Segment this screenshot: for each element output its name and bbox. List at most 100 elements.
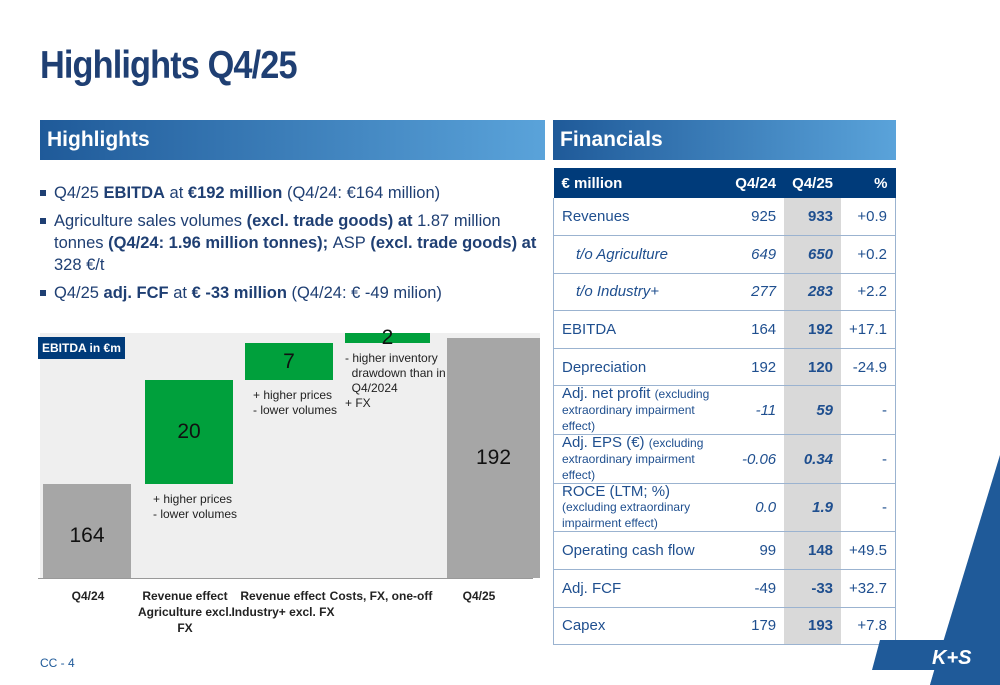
cell-q424: 649 (727, 235, 785, 274)
column-header: € million (553, 168, 728, 198)
financials-table: € million Q4/24 Q4/25% Revenues 925 933 +0.9 t… (553, 168, 897, 646)
bullet-text: EBITDA (103, 184, 165, 202)
highlight-bullet: Q4/25 adj. FCF at € -33 million (Q4/24: … (40, 282, 550, 304)
cell-pct: +49.5 (841, 531, 897, 571)
row-label-text: ROCE (LTM; %) (562, 483, 671, 501)
table-row: Adj. FCF -49 -33 +32.7 (553, 569, 897, 608)
table-row: Depreciation 192 120 -24.9 (553, 348, 897, 387)
column-header: Q4/25 (784, 168, 842, 198)
cell-q424: 277 (727, 273, 785, 312)
cell-pct: - (841, 483, 897, 533)
x-tick-label: Q4/24 (71, 589, 105, 603)
cell-pct: +32.7 (841, 569, 897, 608)
x-tick-label: Revenue effect Agriculture excl. FX (137, 589, 233, 635)
table-row: t/o Agriculture 649 650 +0.2 (553, 235, 897, 274)
cell-pct: +0.9 (841, 198, 897, 237)
bar-total: 192 (447, 338, 540, 578)
cell-q424: 179 (727, 607, 785, 646)
row-note: (excluding extraordinary impairment effe… (562, 436, 704, 483)
cell-q425: 650 (784, 235, 842, 274)
cell-q424: 192 (727, 348, 785, 387)
table-row: Adj. EPS (€) (excluding extraordinary im… (553, 434, 897, 485)
highlight-bullet: Q4/25 EBITDA at €192 million (Q4/24: €16… (40, 182, 550, 204)
highlights-list: Q4/25 EBITDA at €192 million (Q4/24: €16… (40, 182, 550, 310)
bar-delta: 2 (345, 326, 430, 350)
row-label-text: Adj. FCF (562, 579, 622, 597)
bar-delta: 20 (145, 379, 233, 485)
row-label-text: t/o Agriculture (576, 245, 668, 263)
row-label: Revenues (553, 198, 728, 237)
bullet-text: 1.87 million tonnes (54, 212, 501, 252)
cell-q424: -0.06 (727, 434, 785, 485)
cell-q425: 283 (784, 273, 842, 312)
data-label: 7 (283, 349, 295, 373)
bar-delta: 7 (245, 343, 333, 380)
bar-annotation: + higher prices - lower volumes (253, 387, 338, 417)
page-number: CC - 4 (40, 656, 75, 670)
table-row: Operating cash flow 99 148 +49.5 (553, 531, 897, 571)
table-row: t/o Industry+ 277 283 +2.2 (553, 273, 897, 312)
x-tick-label: Costs, FX, one-off (329, 589, 433, 603)
table-row: Revenues 925 933 +0.9 (553, 198, 897, 237)
row-label-text: EBITDA (562, 321, 617, 339)
bullet-text: (excl. trade goods) at (365, 234, 537, 252)
cell-q424: 99 (727, 531, 785, 571)
row-label-text: t/o Industry+ (576, 283, 659, 301)
bullet-text: at (164, 184, 188, 202)
row-note: (excluding extraordinary impairment effe… (562, 387, 710, 434)
cell-q425: 148 (784, 531, 842, 571)
data-label: 2 (381, 326, 394, 350)
x-tick-label: Q4/25 (462, 589, 496, 603)
bullet-text: 328 €/t (54, 256, 105, 274)
row-label: Adj. net profit (excluding extraordinary… (553, 385, 728, 436)
row-label-text: Revenues (562, 208, 630, 226)
bullet-text: € -33 million (191, 284, 287, 302)
bullet-text: (Q4/24: € -49 milion) (286, 284, 442, 302)
table-row: Adj. net profit (excluding extraordinary… (553, 385, 897, 436)
row-label: Capex (553, 607, 728, 646)
cell-q424: 0.0 (727, 483, 785, 533)
bullet-text: (Q4/24: 1.96 million tonnes); (103, 234, 333, 252)
highlights-header: Highlights (40, 120, 545, 160)
cell-q424: 925 (727, 198, 785, 237)
cell-q425: 933 (784, 198, 842, 237)
cell-pct: - (841, 385, 897, 436)
row-label-text: Depreciation (562, 358, 647, 376)
bar-total: 164 (43, 484, 131, 578)
table-row: ROCE (LTM; %) (excluding extraordinary i… (553, 483, 897, 533)
page-title: Highlights Q4/25 (40, 44, 298, 87)
row-label-text: Adj. net profit (562, 385, 651, 403)
row-label: Operating cash flow (553, 531, 728, 571)
ks-logo: K+S (872, 455, 1000, 685)
cell-q424: -49 (727, 569, 785, 608)
data-label: 192 (475, 446, 512, 470)
bullet-text: €192 million (187, 184, 283, 202)
cell-q425: 0.34 (784, 434, 842, 485)
row-label: EBITDA (553, 310, 728, 349)
column-header: % (841, 168, 896, 198)
cell-q425: 1.9 (784, 483, 842, 533)
bullet-text: adj. FCF (103, 284, 169, 302)
cell-pct: +7.8 (841, 607, 897, 646)
row-label-text: Operating cash flow (562, 542, 695, 560)
cell-q425: 193 (784, 607, 842, 646)
cell-pct: - (841, 434, 897, 485)
bar-annotation: - higher inventory drawdown than in Q4/2… (345, 351, 446, 411)
column-header: Q4/24 (727, 168, 785, 198)
bullet-text: Q4/25 (54, 184, 104, 202)
cell-pct: -24.9 (841, 348, 897, 387)
financials-header: Financials (553, 120, 896, 160)
row-label: Depreciation (553, 348, 728, 387)
table-row: Capex 179 193 +7.8 (553, 607, 897, 646)
cell-pct: +2.2 (841, 273, 897, 312)
cell-q425: -33 (784, 569, 842, 608)
bullet-text: (Q4/24: €164 million) (282, 184, 441, 202)
bullet-text: at (168, 284, 192, 302)
bar-annotation: + higher prices - lower volumes (153, 492, 238, 522)
row-label-text: Capex (562, 617, 606, 635)
row-note: (excluding extraordinary impairment effe… (562, 500, 691, 531)
row-label: Adj. EPS (€) (excluding extraordinary im… (553, 434, 728, 485)
bullet-text: Q4/25 (54, 284, 104, 302)
x-tick-label: Revenue effect Industry+ excl. FX (231, 589, 335, 619)
bullet-text: (excl. trade goods) at (242, 212, 418, 230)
